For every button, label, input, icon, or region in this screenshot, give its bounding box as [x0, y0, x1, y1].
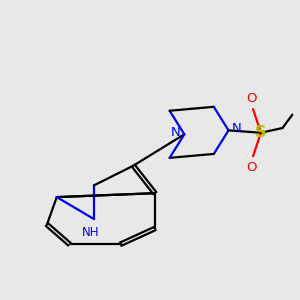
Text: N: N — [232, 122, 242, 135]
Text: O: O — [246, 92, 257, 105]
Text: N: N — [171, 126, 181, 139]
Text: O: O — [246, 161, 257, 174]
Text: S: S — [255, 125, 267, 140]
Text: NH: NH — [82, 226, 99, 239]
